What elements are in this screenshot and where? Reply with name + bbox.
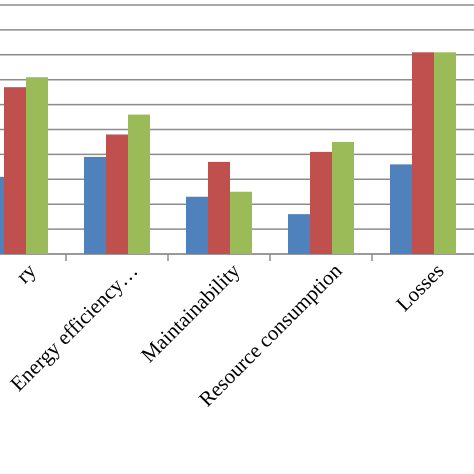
bar bbox=[186, 196, 208, 254]
bar bbox=[128, 114, 150, 254]
bar bbox=[84, 156, 106, 254]
x-tick-label: ry bbox=[11, 258, 41, 288]
bar bbox=[434, 52, 456, 255]
bar bbox=[390, 164, 412, 254]
x-tick-label: Losses bbox=[391, 259, 448, 316]
bar bbox=[412, 52, 434, 255]
bar bbox=[310, 151, 332, 254]
bar bbox=[288, 214, 310, 254]
bar bbox=[0, 176, 4, 254]
bar bbox=[332, 141, 354, 254]
bar bbox=[208, 161, 230, 254]
x-tick-label: Maintainability bbox=[136, 258, 245, 367]
bar bbox=[26, 77, 48, 255]
bar bbox=[4, 87, 26, 254]
bar bbox=[230, 191, 252, 254]
bar bbox=[106, 134, 128, 254]
